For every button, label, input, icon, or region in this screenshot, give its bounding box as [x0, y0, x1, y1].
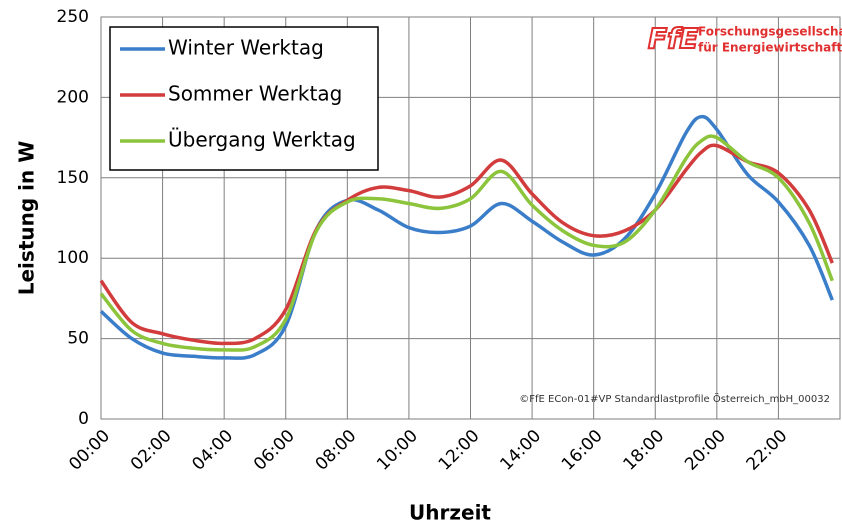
- x-tick-label: 06:00: [250, 426, 299, 475]
- note: ©FfE ECon-01#VP Standardlastprofile Öste…: [519, 392, 830, 405]
- x-tick-label: 20:00: [681, 426, 730, 475]
- x-tick-label: 22:00: [743, 426, 792, 475]
- legend-label: Winter Werktag: [168, 36, 324, 60]
- y-tick-label: 0: [78, 409, 89, 429]
- x-tick-label: 02:00: [127, 426, 176, 475]
- x-tick-label: 08:00: [312, 426, 361, 475]
- y-axis-label: Leistung in W: [15, 141, 39, 296]
- x-tick-label: 00:00: [65, 426, 114, 475]
- y-tick-label: 100: [57, 248, 89, 268]
- line: [99, 143, 834, 346]
- x-tick-label: 14:00: [496, 426, 545, 475]
- x-tick-label: 18:00: [620, 426, 669, 475]
- legend-label: Sommer Werktag: [168, 82, 342, 106]
- legend-label: Übergang Werktag: [168, 128, 356, 152]
- logo-text: Forschungsgesellschaft: [698, 25, 842, 39]
- y-tick-label: 150: [57, 168, 89, 188]
- logo-text: für Energiewirtschaft mbH: [698, 41, 842, 55]
- y-tick-label: 200: [57, 87, 89, 107]
- line: [99, 114, 834, 360]
- logo: FfE: [648, 22, 698, 55]
- line: [99, 134, 834, 352]
- y-tick-label: 50: [67, 329, 89, 349]
- x-tick-label: 04:00: [188, 426, 237, 475]
- x-axis-label: Uhrzeit: [409, 501, 491, 525]
- y-tick-label: 250: [57, 7, 89, 27]
- x-tick-label: 16:00: [558, 426, 607, 475]
- x-tick-label: 12:00: [435, 426, 484, 475]
- legend-box: [109, 26, 379, 171]
- x-tick-label: 10:00: [373, 426, 422, 475]
